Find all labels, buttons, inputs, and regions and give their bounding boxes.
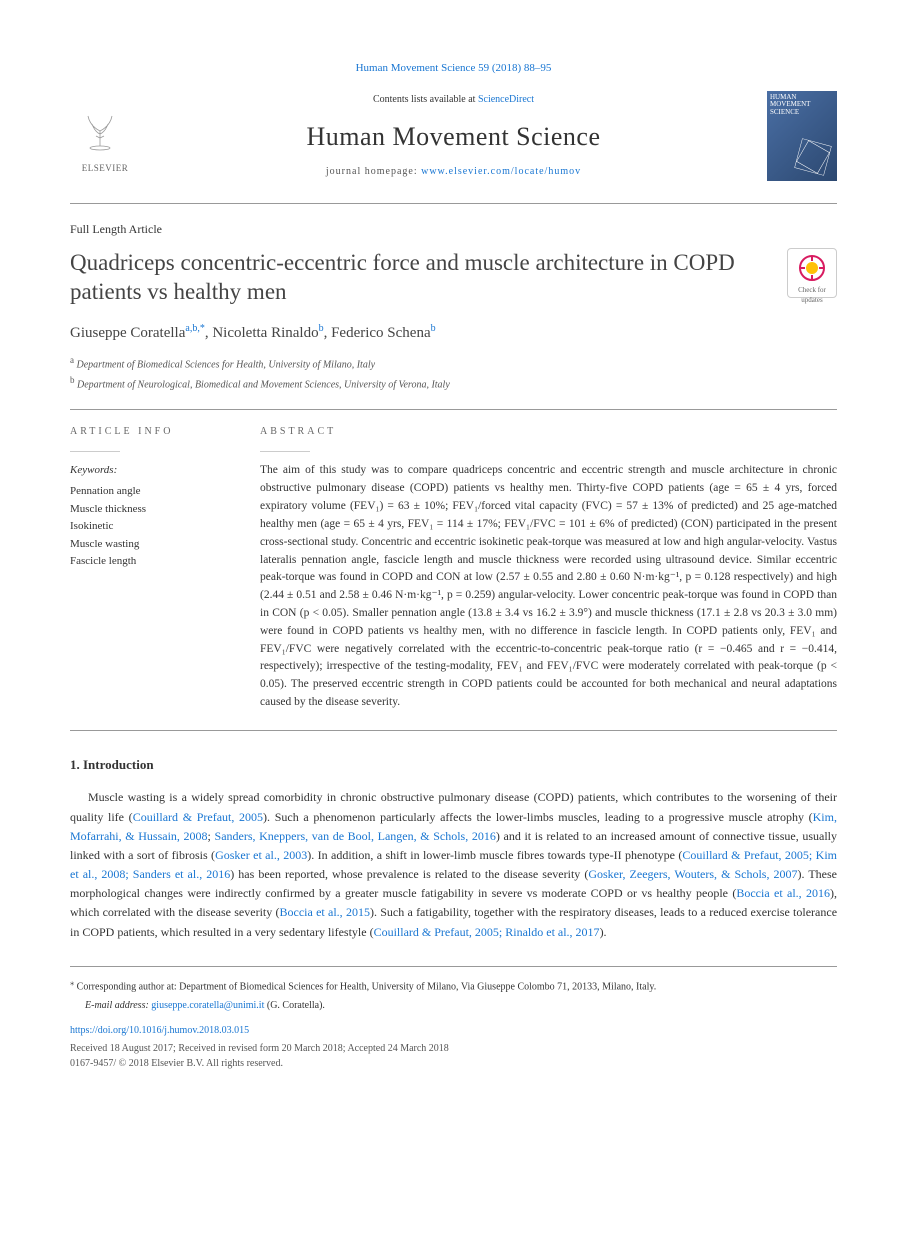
intro-paragraph-1: Muscle wasting is a widely spread comorb…: [70, 788, 837, 942]
article-type: Full Length Article: [70, 220, 837, 238]
affil-a: Department of Biomedical Sciences for He…: [74, 359, 375, 370]
keywords-list: Pennation angle Muscle thickness Isokine…: [70, 483, 230, 571]
article-title: Quadriceps concentric-eccentric force an…: [70, 248, 767, 308]
authors-line: Giuseppe Coratellaa,b,*, Nicoletta Rinal…: [70, 321, 837, 345]
copyright: 0167-9457/ © 2018 Elsevier B.V. All righ…: [70, 1056, 837, 1071]
affiliations: a Department of Biomedical Sciences for …: [70, 353, 837, 394]
sciencedirect-link[interactable]: ScienceDirect: [478, 94, 534, 105]
body-text: ). In addition, a shift in lower-limb mu…: [307, 848, 682, 862]
journal-name: Human Movement Science: [140, 117, 767, 156]
email-link[interactable]: giuseppe.coratella@unimi.it: [151, 1000, 264, 1011]
publisher-name: ELSEVIER: [70, 162, 140, 176]
author-1: Giuseppe Coratella: [70, 325, 185, 341]
keyword-item: Muscle thickness: [70, 501, 230, 519]
citation-link[interactable]: Couillard & Prefaut, 2005: [133, 810, 263, 824]
affil-b: Department of Neurological, Biomedical a…: [75, 379, 450, 390]
keyword-item: Isokinetic: [70, 518, 230, 536]
received-dates: Received 18 August 2017; Received in rev…: [70, 1041, 837, 1056]
citation-link[interactable]: Couillard & Prefaut, 2005; Rinaldo et al…: [374, 925, 600, 939]
abstract-heading: ABSTRACT: [260, 424, 837, 439]
body-text: ).: [600, 925, 607, 939]
divider: [70, 730, 837, 731]
check-updates-badge[interactable]: Check for updates: [787, 248, 837, 298]
author-1-affil: a,b,: [185, 323, 199, 334]
contents-line: Contents lists available at ScienceDirec…: [140, 92, 767, 107]
keyword-item: Muscle wasting: [70, 536, 230, 554]
contents-prefix: Contents lists available at: [373, 94, 478, 105]
corresponding-author: ⁎ Corresponding author at: Department of…: [70, 977, 837, 994]
journal-header-box: ELSEVIER Contents lists available at Sci…: [70, 91, 837, 204]
check-updates-icon: [797, 253, 827, 283]
citation-link[interactable]: Gosker, Zeegers, Wouters, & Schols, 2007: [588, 867, 797, 881]
footnotes: ⁎ Corresponding author at: Department of…: [70, 966, 837, 1071]
abstract-text: The aim of this study was to compare qua…: [260, 462, 837, 711]
email-suffix: (G. Coratella).: [264, 1000, 325, 1011]
body-text: ). Such a phenomenon particularly affect…: [263, 810, 813, 824]
check-updates-label: Check for updates: [798, 286, 826, 305]
author-3-affil: b: [431, 323, 436, 334]
citation-link[interactable]: Sanders, Kneppers, van de Bool, Langen, …: [215, 829, 496, 843]
journal-citation-header: Human Movement Science 59 (2018) 88–95: [70, 60, 837, 77]
divider: [70, 409, 837, 410]
keyword-item: Pennation angle: [70, 483, 230, 501]
article-info-heading: ARTICLE INFO: [70, 424, 230, 439]
email-line: E-mail address: giuseppe.coratella@unimi…: [70, 998, 837, 1013]
citation-link[interactable]: Gosker et al., 2003: [215, 848, 307, 862]
keyword-item: Fascicle length: [70, 553, 230, 571]
abstract-divider: [260, 451, 310, 452]
doi-link[interactable]: https://doi.org/10.1016/j.humov.2018.03.…: [70, 1025, 249, 1036]
homepage-line: journal homepage: www.elsevier.com/locat…: [140, 164, 767, 179]
author-3: , Federico Schena: [324, 325, 431, 341]
article-info-column: ARTICLE INFO Keywords: Pennation angle M…: [70, 424, 230, 711]
homepage-link[interactable]: www.elsevier.com/locate/humov: [421, 166, 581, 177]
body-text: ) has been reported, whose prevalence is…: [230, 867, 588, 881]
body-text: ;: [208, 829, 215, 843]
publisher-logo: ELSEVIER: [70, 96, 140, 175]
author-2: , Nicoletta Rinaldo: [205, 325, 319, 341]
journal-cover-thumbnail: HUMAN MOVEMENT SCIENCE: [767, 91, 837, 181]
journal-cover-title: HUMAN MOVEMENT SCIENCE: [770, 94, 834, 117]
info-divider: [70, 451, 120, 452]
citation-link[interactable]: Boccia et al., 2016: [736, 886, 830, 900]
keywords-label: Keywords:: [70, 462, 230, 479]
corresp-text: Corresponding author at: Department of B…: [74, 981, 656, 992]
elsevier-tree-icon: [70, 96, 130, 156]
section-1-heading: 1. Introduction: [70, 755, 837, 775]
email-label: E-mail address:: [85, 1000, 151, 1011]
citation-link[interactable]: Boccia et al., 2015: [280, 905, 370, 919]
homepage-prefix: journal homepage:: [326, 166, 421, 177]
abstract-column: ABSTRACT The aim of this study was to co…: [260, 424, 837, 711]
